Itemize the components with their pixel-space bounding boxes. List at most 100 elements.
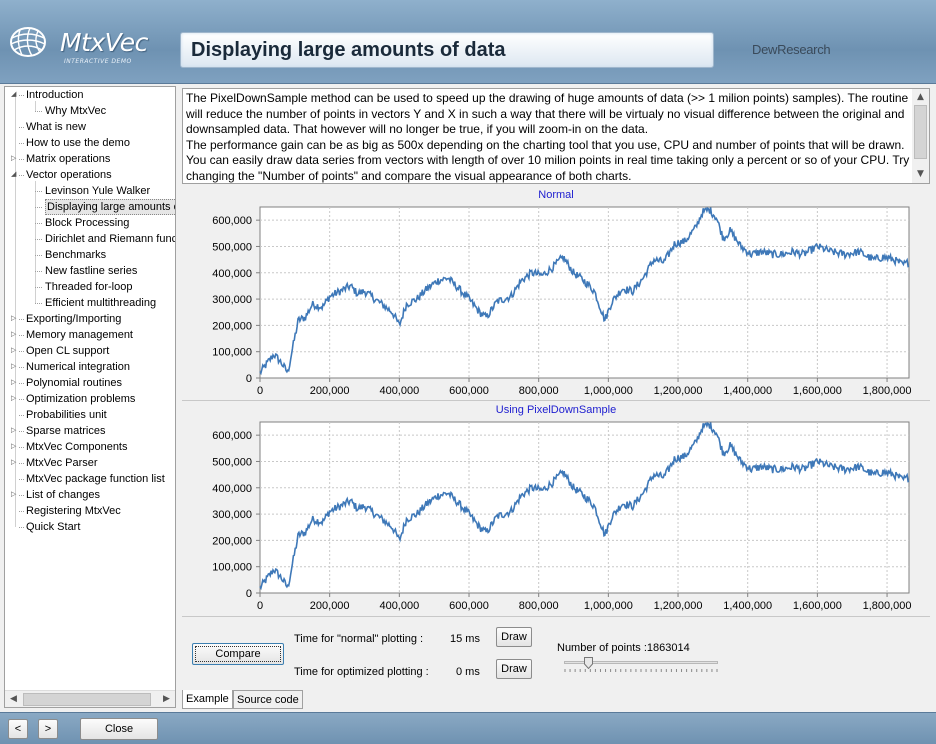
compare-button[interactable]: Compare <box>192 643 284 665</box>
tree-item[interactable]: Why MtxVec <box>5 103 175 119</box>
expand-icon[interactable]: ▷ <box>11 347 17 354</box>
x-tick-label: 1,600,000 <box>793 600 842 612</box>
tree-item[interactable]: ▷ Optimization problems <box>5 391 175 407</box>
tree-item[interactable]: What is new <box>5 119 175 135</box>
number-of-points-label: Number of points :1863014 <box>557 642 690 654</box>
x-tick-label: 800,000 <box>519 600 559 612</box>
tree-item[interactable]: ▷ MtxVec Components <box>5 439 175 455</box>
tree-item[interactable]: ▷ Sparse matrices <box>5 423 175 439</box>
tree-item[interactable]: Block Processing <box>5 215 175 231</box>
controls-panel: Compare Time for "normal" plotting : 15 … <box>182 616 930 690</box>
tree-item[interactable]: Benchmarks <box>5 247 175 263</box>
draw-normal-button[interactable]: Draw <box>496 627 532 647</box>
tree-item[interactable]: ▷ Numerical integration <box>5 359 175 375</box>
tree-item-label: Matrix operations <box>26 153 111 165</box>
scrollbar-thumb[interactable] <box>914 105 927 159</box>
x-tick-label: 1,400,000 <box>723 600 772 612</box>
tree-item[interactable]: ◢ Introduction <box>5 87 175 103</box>
tree-item[interactable]: MtxVec package function list <box>5 471 175 487</box>
tree-item-label: Introduction <box>26 89 84 101</box>
normal-chart[interactable]: Normal 0 100,000 200,000 300,000 400,000 500,… <box>182 186 930 400</box>
tree-item-label: Memory management <box>26 329 133 341</box>
tree-item-label: Displaying large amounts of <box>45 199 175 215</box>
logo-text: MtxVec <box>60 28 148 57</box>
tree-item-label: Efficient multithreading <box>45 297 157 309</box>
scroll-left-icon[interactable]: ◀ <box>10 694 17 704</box>
scroll-down-icon[interactable]: ▼ <box>917 169 924 179</box>
scrollbar-thumb[interactable] <box>23 693 151 706</box>
tree-item-label: Levinson Yule Walker <box>45 185 151 197</box>
tree-item[interactable]: How to use the demo <box>5 135 175 151</box>
optimized-time-label: Time for optimized plotting : <box>294 666 429 678</box>
scroll-up-icon[interactable]: ▲ <box>917 92 924 102</box>
demo-tree[interactable]: ◢ Introduction Why MtxVec What is new How to… <box>4 86 176 708</box>
tree-item[interactable]: ▷ MtxVec Parser <box>5 455 175 471</box>
scroll-right-icon[interactable]: ▶ <box>163 694 170 704</box>
tree-item[interactable]: Quick Start <box>5 519 175 535</box>
tree-item-label: Block Processing <box>45 217 130 229</box>
tree-item[interactable]: ▷ Exporting/Importing <box>5 311 175 327</box>
x-tick-label: 1,800,000 <box>863 600 912 612</box>
expand-icon[interactable]: ▷ <box>11 363 17 370</box>
expand-icon[interactable]: ▷ <box>11 331 17 338</box>
expand-icon[interactable]: ▷ <box>11 395 17 402</box>
tree-item-label: Probabilities unit <box>26 409 107 421</box>
page-title: Displaying large amounts of data <box>191 39 506 61</box>
expand-icon[interactable]: ▷ <box>11 427 17 434</box>
tab-source-code[interactable]: Source code <box>233 690 303 709</box>
y-tick-label: 500,000 <box>212 241 252 253</box>
tree-item[interactable]: Probabilities unit <box>5 407 175 423</box>
tree-item-label: Quick Start <box>26 521 81 533</box>
x-tick-label: 1,600,000 <box>793 385 842 397</box>
next-button[interactable]: > <box>38 719 58 739</box>
expand-icon[interactable]: ▷ <box>11 459 17 466</box>
y-tick-label: 100,000 <box>212 347 252 359</box>
chart-title: Normal <box>538 189 574 201</box>
tree-item-label: Registering MtxVec <box>26 505 121 517</box>
tree-item[interactable]: ▷ Matrix operations <box>5 151 175 167</box>
y-tick-label: 600,000 <box>212 215 252 227</box>
y-tick-label: 0 <box>246 588 252 600</box>
downsample-chart[interactable]: Using PixelDownSample 0 100,000 200,000 300… <box>182 401 930 615</box>
expand-icon[interactable]: ▷ <box>11 491 17 498</box>
tree-item[interactable]: Displaying large amounts of <box>5 199 175 215</box>
plot-area <box>259 421 910 594</box>
tree-item[interactable]: ▷ Open CL support <box>5 343 175 359</box>
collapse-icon[interactable]: ◢ <box>11 91 17 98</box>
tree-item[interactable]: Threaded for-loop <box>5 279 175 295</box>
points-slider-track[interactable] <box>564 661 718 664</box>
x-tick-label: 1,000,000 <box>584 600 633 612</box>
description-memo[interactable]: The PixelDownSample method can be used t… <box>182 88 930 184</box>
expand-icon[interactable]: ▷ <box>11 315 17 322</box>
tree-item[interactable]: ▷ Memory management <box>5 327 175 343</box>
tree-item[interactable]: Registering MtxVec <box>5 503 175 519</box>
x-tick-label: 1,800,000 <box>863 385 912 397</box>
tree-horizontal-scrollbar[interactable]: ◀ ▶ <box>5 690 175 707</box>
tree-item-label: MtxVec package function list <box>26 473 165 485</box>
expand-icon[interactable]: ▷ <box>11 155 17 162</box>
draw-optimized-button[interactable]: Draw <box>496 659 532 679</box>
expand-icon[interactable]: ▷ <box>11 379 17 386</box>
previous-button[interactable]: < <box>8 719 28 739</box>
tree-item[interactable]: Efficient multithreading <box>5 295 175 311</box>
tree-item[interactable]: ▷ Polynomial routines <box>5 375 175 391</box>
description-text: The PixelDownSample method can be used t… <box>186 91 911 183</box>
tree-item[interactable]: ◢ Vector operations <box>5 167 175 183</box>
tree-item[interactable]: ▷ List of changes <box>5 487 175 503</box>
expand-icon[interactable]: ▷ <box>11 443 17 450</box>
y-tick-label: 300,000 <box>212 294 252 306</box>
close-button[interactable]: Close <box>80 718 158 740</box>
tree-item[interactable]: Levinson Yule Walker <box>5 183 175 199</box>
collapse-icon[interactable]: ◢ <box>11 171 17 178</box>
app-header: MtxVec INTERACTIVE DEMO Displaying large… <box>0 0 936 84</box>
y-tick-label: 200,000 <box>212 535 252 547</box>
tree-item[interactable]: New fastline series <box>5 263 175 279</box>
tab-example[interactable]: Example <box>182 690 233 709</box>
y-tick-label: 100,000 <box>212 562 252 574</box>
description-vertical-scrollbar[interactable]: ▲ ▼ <box>912 89 929 183</box>
tree-item-label: Dirichlet and Riemann funcl <box>45 233 176 245</box>
tree-item[interactable]: Dirichlet and Riemann funcl <box>5 231 175 247</box>
points-slider-thumb[interactable] <box>584 657 594 669</box>
x-tick-label: 1,000,000 <box>584 385 633 397</box>
y-tick-label: 500,000 <box>212 456 252 468</box>
